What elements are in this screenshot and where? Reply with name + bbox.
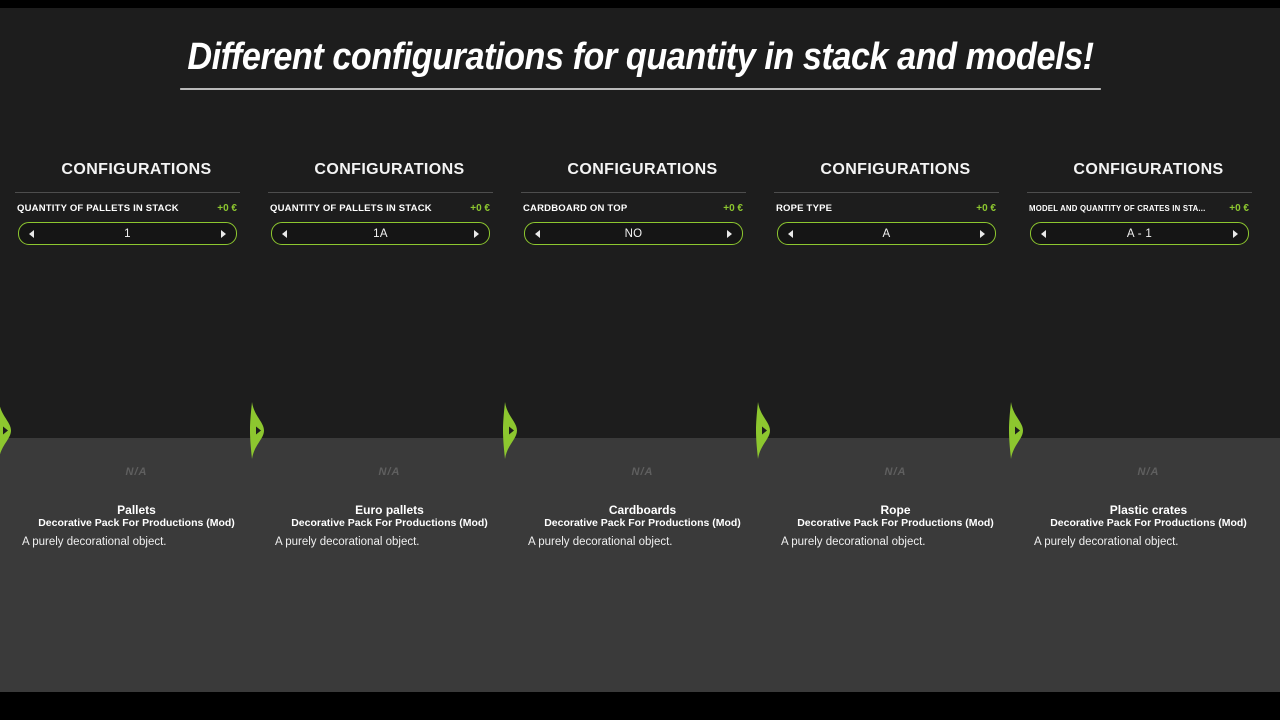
prev-option-icon[interactable] xyxy=(29,229,34,238)
option-price: +0 € xyxy=(976,203,996,214)
selected-value: A - 1 xyxy=(1126,227,1153,240)
option-price: +0 € xyxy=(470,203,490,214)
item-description: A purely decorational object. xyxy=(22,536,167,548)
preview-placeholder: N/A xyxy=(884,466,907,478)
configurations-header: CONFIGURATIONS xyxy=(820,161,971,178)
preview-placeholder: N/A xyxy=(125,466,148,478)
green-leaf-arrow-icon xyxy=(0,402,13,459)
config-column-pallets: CONFIGURATIONS QUANTITY OF PALLETS IN ST… xyxy=(0,0,253,692)
option-price: +0 € xyxy=(1229,203,1249,214)
header-divider xyxy=(15,192,240,193)
option-price: +0 € xyxy=(723,203,743,214)
prev-option-icon[interactable] xyxy=(282,229,287,238)
page-title: Different configurations for quantity in… xyxy=(179,36,1101,90)
option-row: QUANTITY OF PALLETS IN STACK +0 € xyxy=(17,203,237,214)
selected-value: A xyxy=(882,227,891,240)
option-label: CARDBOARD ON TOP xyxy=(523,203,628,214)
configurations-header: CONFIGURATIONS xyxy=(567,161,718,178)
green-leaf-arrow-icon xyxy=(503,402,519,459)
green-leaf-arrow-icon xyxy=(250,402,266,459)
prev-option-icon[interactable] xyxy=(788,229,793,238)
config-column-cardboards: CONFIGURATIONS CARDBOARD ON TOP +0 € NO … xyxy=(506,0,759,692)
item-name: Pallets xyxy=(117,503,156,517)
item-pack-name: Decorative Pack For Productions (Mod) xyxy=(291,517,488,529)
item-pack-name: Decorative Pack For Productions (Mod) xyxy=(544,517,741,529)
item-name: Plastic crates xyxy=(1109,503,1188,517)
green-leaf-arrow-icon xyxy=(756,402,772,459)
item-pack-name: Decorative Pack For Productions (Mod) xyxy=(1050,517,1247,529)
option-label: MODEL AND QUANTITY OF CRATES IN STA... xyxy=(1029,204,1206,213)
item-description: A purely decorational object. xyxy=(1034,536,1179,548)
prev-option-icon[interactable] xyxy=(1041,229,1046,238)
item-description: A purely decorational object. xyxy=(528,536,673,548)
bottom-letterbox-bar xyxy=(0,692,1280,720)
selected-value: 1A xyxy=(373,227,388,240)
prev-option-icon[interactable] xyxy=(535,229,540,238)
item-pack-name: Decorative Pack For Productions (Mod) xyxy=(797,517,994,529)
option-label: ROPE TYPE xyxy=(776,203,833,214)
option-selector[interactable]: NO xyxy=(524,222,743,245)
item-pack-name: Decorative Pack For Productions (Mod) xyxy=(38,517,235,529)
preview-placeholder: N/A xyxy=(378,466,401,478)
preview-placeholder: N/A xyxy=(631,466,654,478)
option-price: +0 € xyxy=(217,203,237,214)
selected-value: NO xyxy=(624,227,643,240)
option-label: QUANTITY OF PALLETS IN STACK xyxy=(17,203,179,214)
item-name: Euro pallets xyxy=(355,503,424,517)
title-container: Different configurations for quantity in… xyxy=(0,36,1280,90)
next-option-icon[interactable] xyxy=(474,229,479,238)
item-name: Cardboards xyxy=(608,503,677,517)
top-letterbox-bar xyxy=(0,0,1280,8)
option-selector[interactable]: 1 xyxy=(18,222,237,245)
next-option-icon[interactable] xyxy=(980,229,985,238)
next-option-icon[interactable] xyxy=(727,229,732,238)
option-selector[interactable]: 1A xyxy=(271,222,490,245)
option-selector[interactable]: A xyxy=(777,222,996,245)
option-selector[interactable]: A - 1 xyxy=(1030,222,1249,245)
config-column-plastic-crates: CONFIGURATIONS MODEL AND QUANTITY OF CRA… xyxy=(1012,0,1265,692)
option-label: QUANTITY OF PALLETS IN STACK xyxy=(270,203,432,214)
header-divider xyxy=(268,192,493,193)
header-divider xyxy=(1027,192,1252,193)
configurations-header: CONFIGURATIONS xyxy=(314,161,465,178)
green-leaf-arrow-icon xyxy=(1009,402,1025,459)
item-description: A purely decorational object. xyxy=(275,536,420,548)
option-row: QUANTITY OF PALLETS IN STACK +0 € xyxy=(270,203,490,214)
config-column-rope: CONFIGURATIONS ROPE TYPE +0 € A N/A Rope… xyxy=(759,0,1012,692)
configurations-header: CONFIGURATIONS xyxy=(1073,161,1224,178)
configurations-header: CONFIGURATIONS xyxy=(61,161,212,178)
option-row: MODEL AND QUANTITY OF CRATES IN STA... +… xyxy=(1029,203,1249,214)
preview-placeholder: N/A xyxy=(1137,466,1160,478)
next-option-icon[interactable] xyxy=(221,229,226,238)
option-row: CARDBOARD ON TOP +0 € xyxy=(523,203,743,214)
item-info-panel-background xyxy=(0,438,1280,692)
option-row: ROPE TYPE +0 € xyxy=(776,203,996,214)
config-column-euro-pallets: CONFIGURATIONS QUANTITY OF PALLETS IN ST… xyxy=(253,0,506,692)
next-option-icon[interactable] xyxy=(1233,229,1238,238)
selected-value: 1 xyxy=(124,227,131,240)
header-divider xyxy=(774,192,999,193)
item-description: A purely decorational object. xyxy=(781,536,926,548)
header-divider xyxy=(521,192,746,193)
item-name: Rope xyxy=(880,503,911,517)
